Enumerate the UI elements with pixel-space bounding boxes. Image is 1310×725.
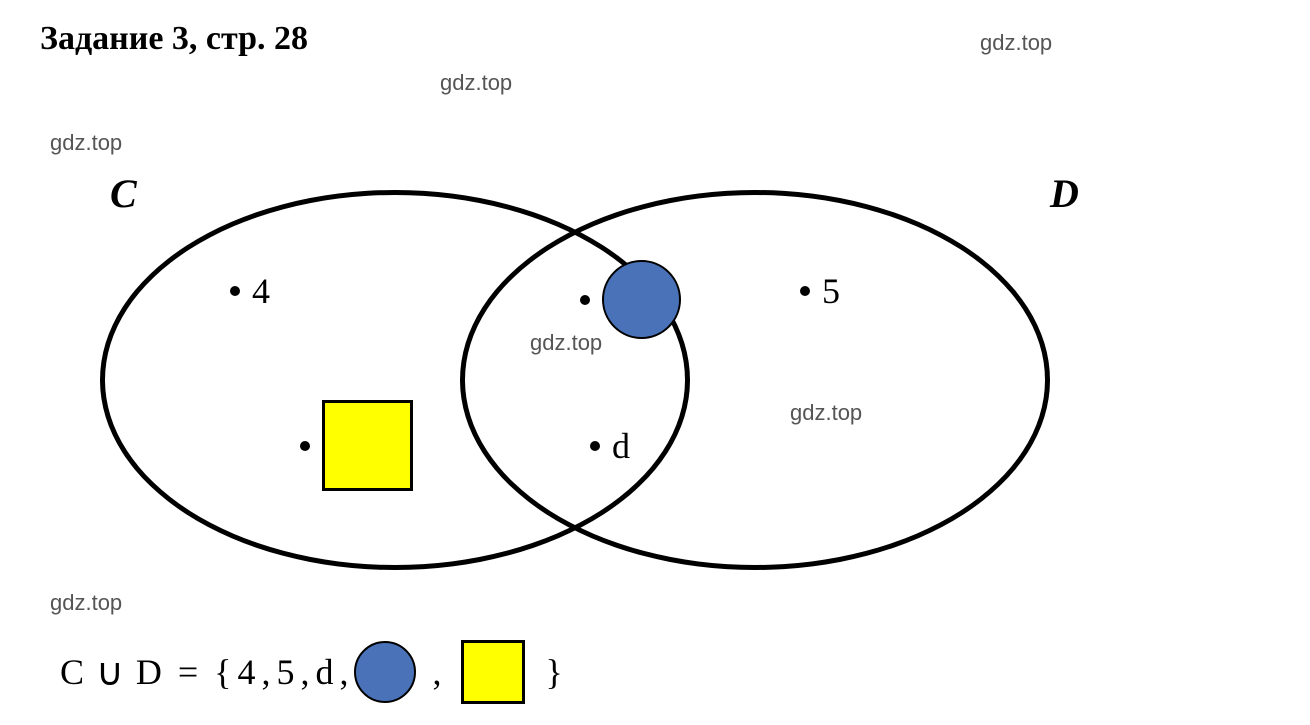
point-dot-icon [230,286,240,296]
brace-close: } [545,651,562,693]
comma: , [300,651,309,693]
union-yellow-square-icon [461,640,525,704]
watermark: gdz.top [440,70,512,96]
equals-sign: = [178,651,198,693]
element-5-label: 5 [822,270,840,312]
page-root: Задание 3, стр. 28 gdz.top gdz.top gdz.t… [0,0,1310,725]
venn-diagram: C D 4 5 d [60,170,1100,590]
union-elem-d: d [315,651,333,693]
element-d-label: d [612,425,630,467]
brace-open: { [214,651,231,693]
point-dot-icon [300,441,310,451]
union-elem-5: 5 [276,651,294,693]
point-dot-icon [580,295,590,305]
set-label-d: D [1050,170,1079,217]
element-d: d [590,425,630,467]
union-elem-4: 4 [237,651,255,693]
point-dot-icon [590,441,600,451]
set-d-ellipse [460,190,1050,570]
union-blue-circle-icon [354,641,416,703]
blue-circle-icon [602,260,681,339]
comma: , [261,651,270,693]
union-lhs-c: C [60,651,84,693]
union-symbol-icon: ∪ [96,650,124,695]
union-expression: C ∪ D = { 4 , 5 , d , , } [60,640,563,704]
yellow-square-icon [322,400,413,491]
page-title: Задание 3, стр. 28 [40,20,308,58]
watermark: gdz.top [50,590,122,616]
element-4: 4 [230,270,270,312]
union-lhs-d: D [136,651,162,693]
watermark: gdz.top [50,130,122,156]
element-5: 5 [800,270,840,312]
set-label-c: C [110,170,137,217]
element-blue-circle [580,260,681,339]
point-dot-icon [800,286,810,296]
element-4-label: 4 [252,270,270,312]
comma: , [432,651,441,693]
comma: , [339,651,348,693]
watermark: gdz.top [980,30,1052,56]
element-yellow-square [300,400,413,491]
